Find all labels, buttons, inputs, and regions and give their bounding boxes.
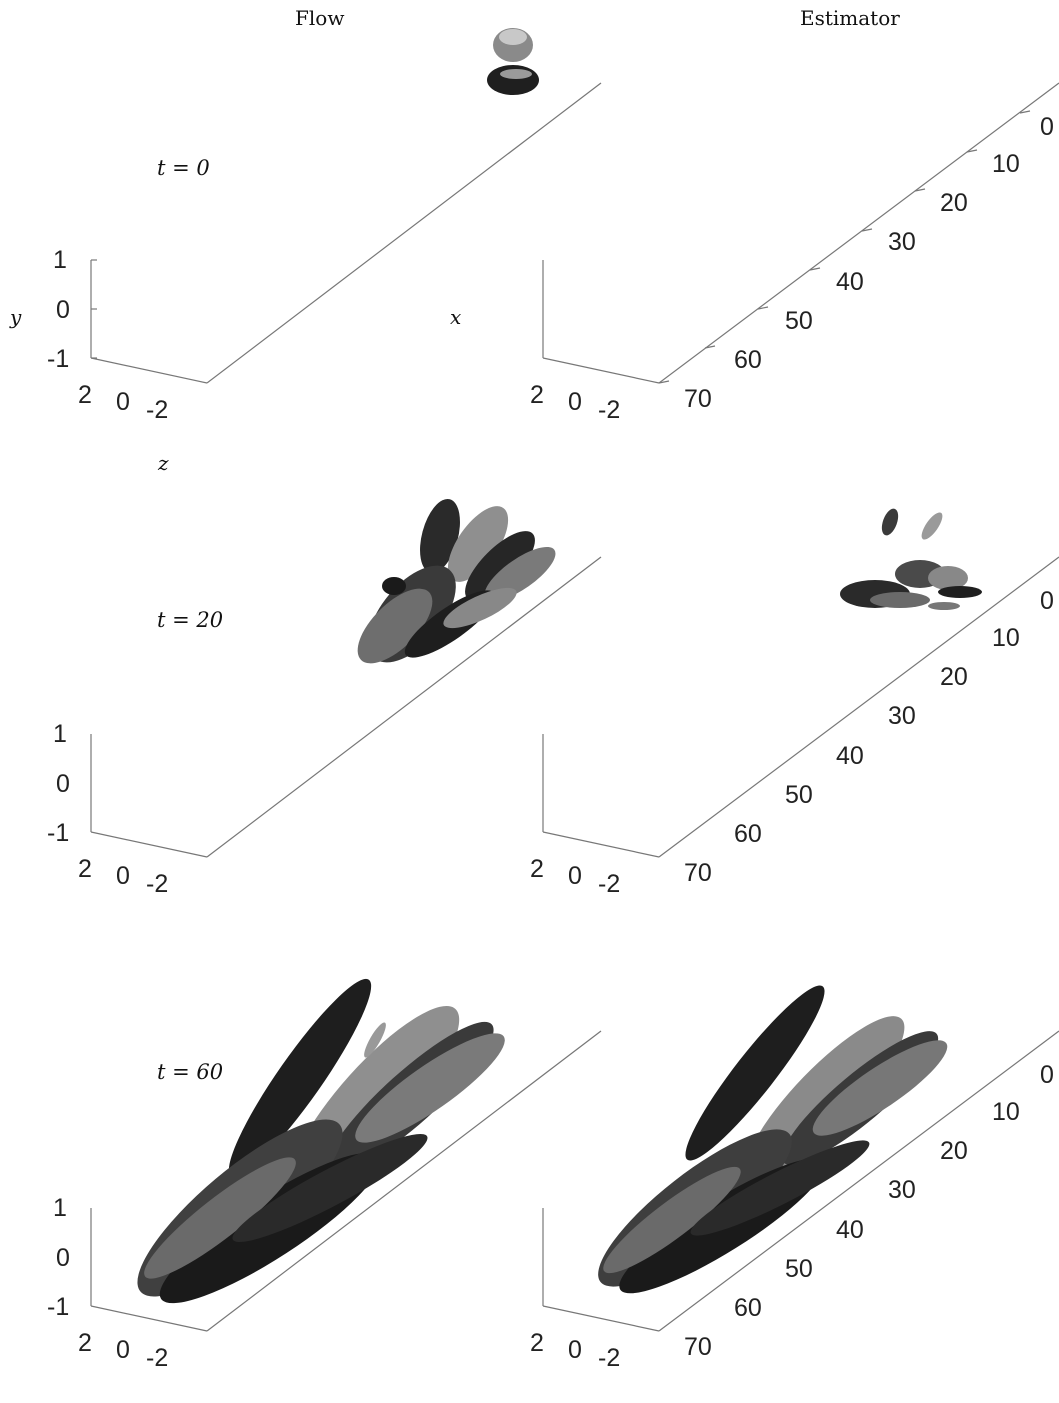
svg-text:50: 50 <box>785 781 813 809</box>
svg-text:0: 0 <box>1040 1061 1054 1089</box>
svg-text:0: 0 <box>568 862 582 890</box>
column-title-estimator: Estimator <box>800 6 900 30</box>
svg-text:70: 70 <box>684 1333 712 1361</box>
svg-text:30: 30 <box>888 1176 916 1204</box>
estimator-axes: 0 10 20 30 40 50 60 70 2 0 -2 <box>530 556 1059 898</box>
svg-text:-1: -1 <box>47 819 69 847</box>
svg-text:2: 2 <box>530 1329 544 1357</box>
svg-text:-2: -2 <box>598 1344 620 1372</box>
svg-text:1: 1 <box>53 1194 67 1222</box>
time-label: t = 60 <box>157 1060 224 1084</box>
svg-text:40: 40 <box>836 742 864 770</box>
x-tick-30: 30 <box>888 228 916 256</box>
estimator-structure-t60 <box>598 985 948 1294</box>
svg-text:20: 20 <box>940 1137 968 1165</box>
y-tick-1: 1 <box>53 246 67 274</box>
flow-structure-t0 <box>487 28 539 95</box>
x-tick-70: 70 <box>684 385 712 413</box>
flow-structure-t60 <box>137 978 505 1304</box>
column-title-flow: Flow <box>295 6 345 30</box>
svg-text:50: 50 <box>785 1255 813 1283</box>
z-tick-neg2: -2 <box>146 396 168 424</box>
panel-t20: t = 20 1 0 -1 2 0 -2 0 <box>0 474 1059 929</box>
svg-text:20: 20 <box>940 663 968 691</box>
x-tick-40: 40 <box>836 268 864 296</box>
estimator-axes: 0 10 20 30 40 50 60 70 2 0 -2 <box>530 82 1059 424</box>
flow-axes: 1 0 -1 2 0 -2 <box>47 1030 602 1372</box>
svg-text:2: 2 <box>78 1329 92 1357</box>
svg-text:0: 0 <box>56 1244 70 1272</box>
svg-text:-2: -2 <box>598 870 620 898</box>
estimator-axes: 0 10 20 30 40 50 60 70 2 0 -2 <box>530 1030 1059 1372</box>
estimator-structure-t20 <box>840 508 982 610</box>
svg-text:2: 2 <box>78 855 92 883</box>
z-tick-0: 0 <box>568 388 582 416</box>
panel-t60: t = 60 1 0 -1 2 0 -2 0 <box>0 948 1059 1403</box>
z-axis-label: z <box>158 451 169 475</box>
z-tick-2: 2 <box>78 381 92 409</box>
panel-t0: t = 0 1 0 -1 2 0 -2 <box>0 0 1059 455</box>
flow-structure-t20 <box>357 499 556 664</box>
svg-text:2: 2 <box>530 855 544 883</box>
svg-text:10: 10 <box>992 624 1020 652</box>
svg-text:0: 0 <box>116 862 130 890</box>
panel-t0-plots: 1 0 -1 2 0 -2 0 10 20 <box>47 28 1059 424</box>
z-tick-0: 0 <box>116 388 130 416</box>
svg-text:0: 0 <box>116 1336 130 1364</box>
x-tick-60: 60 <box>734 346 762 374</box>
svg-text:1: 1 <box>53 720 67 748</box>
x-axis-label: x <box>450 305 462 329</box>
svg-text:70: 70 <box>684 859 712 887</box>
x-tick-10: 10 <box>992 150 1020 178</box>
x-tick-20: 20 <box>940 189 968 217</box>
svg-text:0: 0 <box>56 770 70 798</box>
time-label: t = 20 <box>157 608 224 632</box>
svg-text:0: 0 <box>568 1336 582 1364</box>
y-tick-neg1: -1 <box>47 345 69 373</box>
svg-text:40: 40 <box>836 1216 864 1244</box>
panel-t60-plots: 1 0 -1 2 0 -2 0 10 20 30 40 50 <box>47 978 1059 1372</box>
panel-t20-plots: 1 0 -1 2 0 -2 0 10 20 30 40 50 <box>47 499 1059 898</box>
svg-text:-2: -2 <box>146 1344 168 1372</box>
flow-axes: 1 0 -1 2 0 -2 <box>47 556 602 898</box>
svg-text:60: 60 <box>734 1294 762 1322</box>
svg-text:-1: -1 <box>47 1293 69 1321</box>
y-tick-0: 0 <box>56 296 70 324</box>
z-tick-2: 2 <box>530 381 544 409</box>
svg-text:60: 60 <box>734 820 762 848</box>
svg-text:0: 0 <box>1040 587 1054 615</box>
time-label: t = 0 <box>157 156 210 180</box>
x-tick-0: 0 <box>1040 113 1054 141</box>
x-tick-50: 50 <box>785 307 813 335</box>
z-tick-neg2: -2 <box>598 396 620 424</box>
svg-text:10: 10 <box>992 1098 1020 1126</box>
svg-text:30: 30 <box>888 702 916 730</box>
svg-text:-2: -2 <box>146 870 168 898</box>
flow-axes: 1 0 -1 2 0 -2 <box>47 82 602 424</box>
y-axis-label: y <box>10 305 22 329</box>
